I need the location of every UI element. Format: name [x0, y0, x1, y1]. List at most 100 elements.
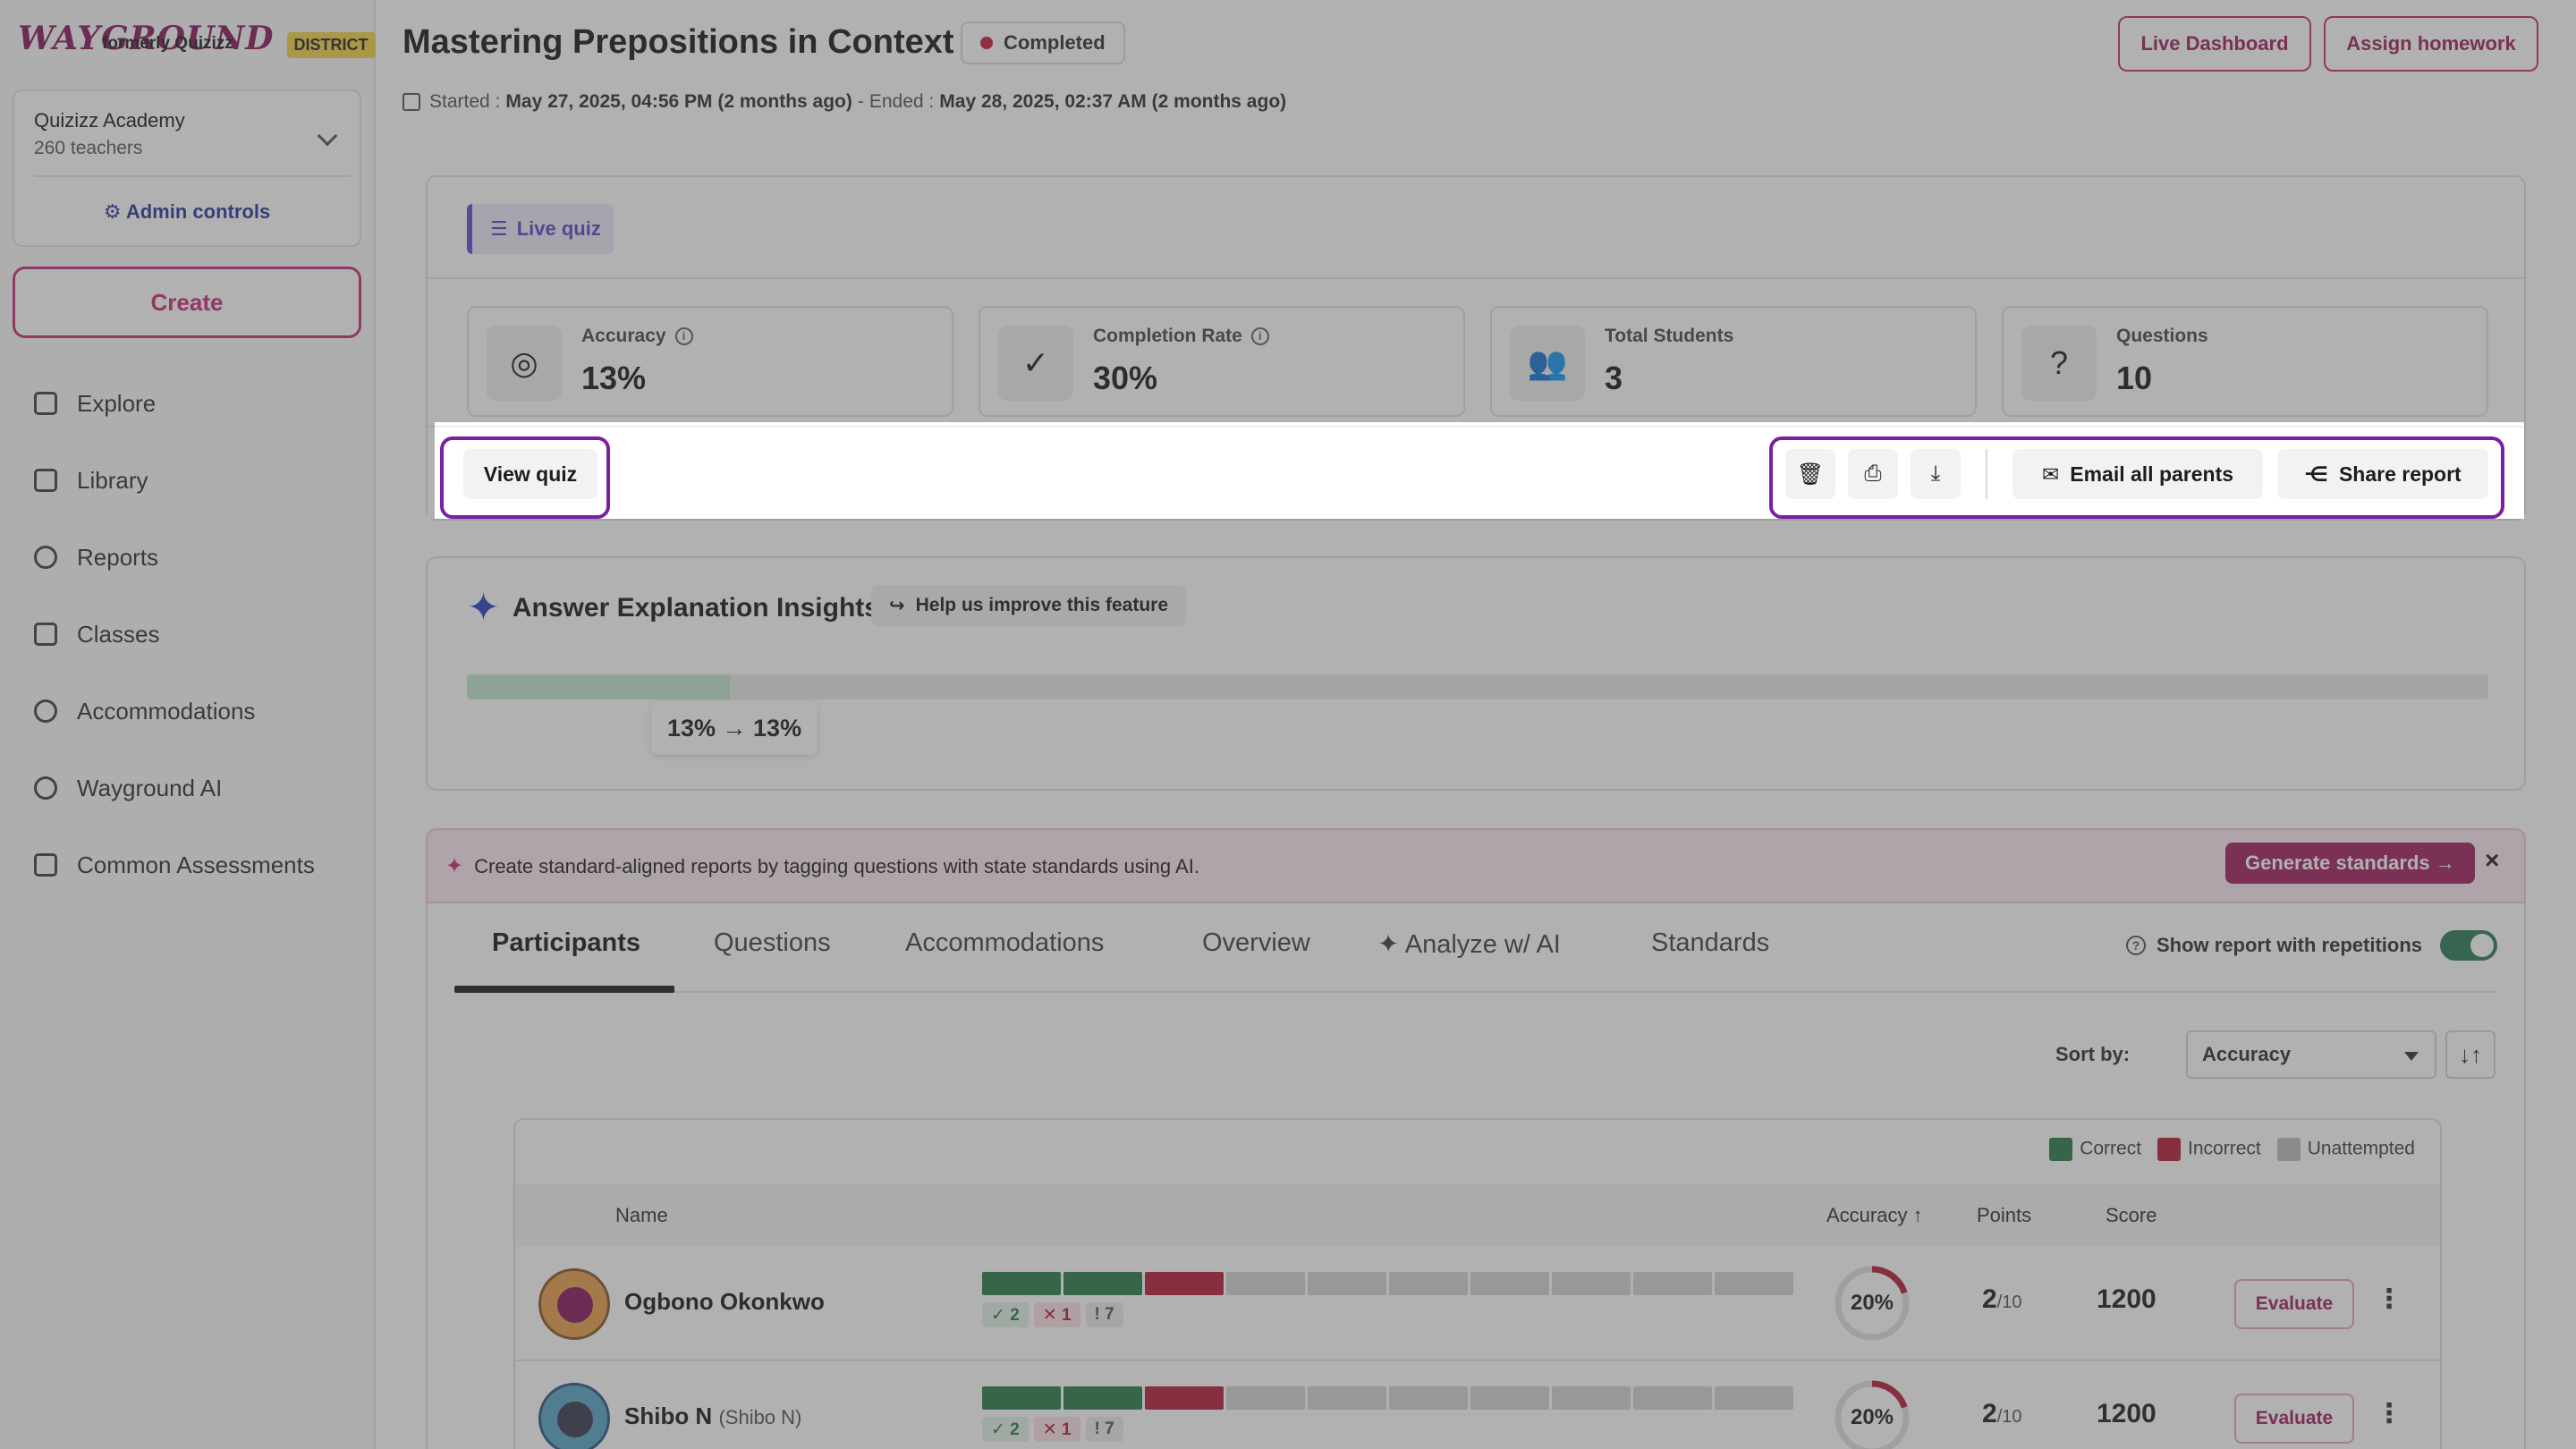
close-icon[interactable]: ×: [2485, 846, 2500, 874]
legend-swatch: [2049, 1138, 2073, 1161]
divider: [34, 175, 351, 177]
question-result-bar[interactable]: [1308, 1386, 1386, 1410]
tab-overview[interactable]: Overview: [1202, 928, 1310, 957]
question-result-bar[interactable]: [1063, 1386, 1142, 1410]
question-result-bar[interactable]: [1389, 1272, 1468, 1295]
tab-standards[interactable]: Standards: [1651, 928, 1770, 957]
participant-name[interactable]: Shibo N (Shibo N): [624, 1402, 802, 1429]
repetitions-label: Show report with repetitions: [2156, 934, 2422, 956]
stat-label: Questions: [2116, 326, 2208, 346]
tab-accommodations[interactable]: Accommodations: [905, 928, 1105, 957]
live-dashboard-button[interactable]: Live Dashboard: [2118, 16, 2311, 72]
question-result-bar[interactable]: [1145, 1386, 1224, 1410]
column-score[interactable]: Score: [2106, 1204, 2157, 1226]
ended-label: Ended :: [869, 91, 935, 112]
live-quiz-chip: ☰ Live quiz: [467, 204, 614, 254]
participant-name[interactable]: Ogbono Okonkwo: [624, 1288, 825, 1315]
unattempted-count: ! 7: [1085, 1302, 1123, 1327]
insights-progress-fill: [467, 674, 730, 699]
accuracy-value: 20%: [1850, 1405, 1894, 1429]
question-result-bar[interactable]: [1633, 1272, 1712, 1295]
share-report-label: Share report: [2338, 462, 2462, 486]
column-accuracy[interactable]: Accuracy ↑: [1826, 1204, 1923, 1226]
sparkle-icon: ✦: [1377, 930, 1405, 959]
sidebar-item-wayground-ai[interactable]: Wayground AI: [34, 750, 315, 826]
incorrect-count: ✕ 1: [1033, 1417, 1080, 1442]
question-result-bar[interactable]: [1470, 1272, 1549, 1295]
repetitions-toggle[interactable]: [2440, 930, 2497, 961]
question-result-bar[interactable]: [1715, 1272, 1793, 1295]
legend-incorrect: Incorrect: [2157, 1138, 2261, 1161]
stat-label: Accuracy i: [581, 326, 693, 347]
sidebar-item-label: Common Assessments: [77, 851, 315, 878]
status-label: Completed: [1004, 31, 1106, 54]
help-icon[interactable]: ?: [2125, 936, 2146, 955]
admin-controls-link[interactable]: ⚙ Admin controls: [14, 200, 360, 224]
org-switcher[interactable]: Quizizz Academy 260 teachers ⚙ Admin con…: [13, 89, 361, 247]
result-counts: ✓ 2 ✕ 1! 7: [982, 1417, 1123, 1442]
mail-icon: ✉: [2041, 462, 2060, 486]
info-icon[interactable]: i: [674, 327, 693, 346]
tab-participants[interactable]: Participants: [492, 928, 640, 957]
sidebar-item-reports[interactable]: Reports: [34, 519, 315, 596]
print-icon[interactable]: ⎙: [1848, 449, 1898, 499]
question-result-bar[interactable]: [1308, 1272, 1386, 1295]
logo-wordmark: WAYGROUND: [18, 20, 275, 57]
email-all-parents-button[interactable]: ✉ Email all parents: [2012, 449, 2263, 499]
banner-message: Create standard-aligned reports by taggi…: [474, 854, 1199, 877]
question-result-bar[interactable]: [982, 1272, 1061, 1295]
sidebar-item-common-assessments[interactable]: Common Assessments: [34, 826, 315, 903]
more-options-icon[interactable]: ⋮: [2376, 1284, 2402, 1314]
accuracy-value: 20%: [1850, 1291, 1894, 1315]
generate-standards-button[interactable]: Generate standards →: [2225, 843, 2475, 884]
stat-value: 3: [1605, 360, 1623, 396]
classes-icon: [34, 623, 57, 646]
question-result-bar[interactable]: [982, 1386, 1061, 1410]
sidebar-item-classes[interactable]: Classes: [34, 596, 315, 673]
tab-analyze-ai[interactable]: ✦ Analyze w/ AI: [1377, 928, 1561, 960]
question-result-bar[interactable]: [1552, 1386, 1631, 1410]
accuracy-ring: [1835, 1266, 1910, 1341]
chevron-down-icon[interactable]: [317, 125, 338, 147]
sort-direction-button[interactable]: ↓↑: [2445, 1030, 2496, 1079]
question-result-bar[interactable]: [1226, 1386, 1305, 1410]
tab-questions[interactable]: Questions: [714, 928, 831, 957]
question-result-bar[interactable]: [1633, 1386, 1712, 1410]
help-improve-label: Help us improve this feature: [915, 595, 1169, 615]
sparkle-icon: [34, 776, 57, 800]
unattempted-count: ! 7: [1085, 1417, 1123, 1442]
sidebar-item-explore[interactable]: Explore: [34, 365, 315, 442]
assign-homework-button[interactable]: Assign homework: [2324, 16, 2538, 72]
question-result-bar[interactable]: [1389, 1386, 1468, 1410]
sidebar-item-label: Classes: [77, 620, 160, 648]
more-options-icon[interactable]: ⋮: [2376, 1399, 2402, 1428]
table-row[interactable]: Shibo N (Shibo N) ✓ 2 ✕ 1! 7 20% 2/10 1200 Eva…: [515, 1361, 2440, 1449]
view-quiz-button[interactable]: View quiz: [463, 449, 597, 499]
share-report-button[interactable]: ⋲ Share report: [2277, 449, 2488, 499]
question-result-bar[interactable]: [1715, 1386, 1793, 1410]
sidebar-item-library[interactable]: Library: [34, 442, 315, 519]
download-icon[interactable]: ⤓: [1911, 449, 1961, 499]
column-points[interactable]: Points: [1977, 1204, 2032, 1226]
question-result-bar[interactable]: [1552, 1272, 1631, 1295]
column-name[interactable]: Name: [615, 1204, 668, 1226]
create-button[interactable]: Create: [13, 267, 361, 338]
logo[interactable]: WAYGROUND DISTRICT: [18, 20, 376, 58]
table-row[interactable]: Ogbono Okonkwo ✓ 2 ✕ 1! 7 20% 2/10 1200 Evalu…: [515, 1247, 2440, 1361]
question-result-bar[interactable]: [1470, 1386, 1549, 1410]
sort-select[interactable]: Accuracy: [2186, 1030, 2436, 1079]
active-tab-indicator: [454, 986, 674, 993]
question-result-bar[interactable]: [1145, 1272, 1224, 1295]
info-icon[interactable]: i: [1250, 327, 1269, 346]
help-improve-button[interactable]: ↪ Help us improve this feature: [871, 585, 1187, 626]
trash-icon[interactable]: 🗑: [1785, 449, 1835, 499]
question-result-bar[interactable]: [1226, 1272, 1305, 1295]
question-result-bar[interactable]: [1063, 1272, 1142, 1295]
evaluate-button[interactable]: Evaluate: [2234, 1279, 2354, 1329]
insights-title-text: Answer Explanation Insights: [512, 592, 879, 623]
sidebar-item-accommodations[interactable]: Accommodations: [34, 673, 315, 750]
caret-down-icon: [2404, 1052, 2419, 1061]
evaluate-button[interactable]: Evaluate: [2234, 1394, 2354, 1444]
stat-value: 30%: [1093, 360, 1158, 396]
sidebar-nav: Explore Library Reports Classes Accommod…: [34, 365, 315, 903]
